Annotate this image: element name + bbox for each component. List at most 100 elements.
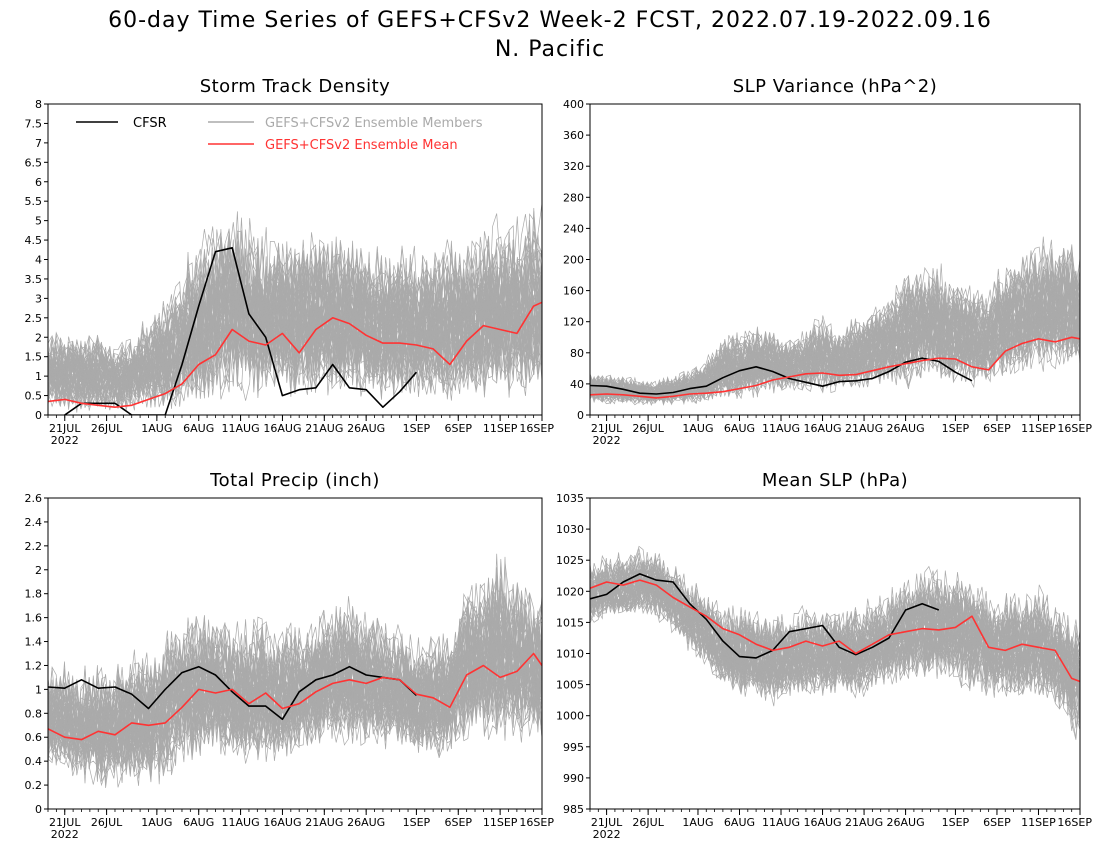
x-year-label: 2022 — [51, 828, 79, 841]
legend-cfsr-label: CFSR — [133, 116, 167, 131]
y-tick-label: 280 — [563, 191, 584, 204]
x-tick-label: 26JUL — [91, 422, 123, 435]
ensemble-members — [48, 553, 542, 788]
y-tick-label: 5.5 — [25, 195, 43, 208]
y-tick-label: 8 — [35, 98, 42, 111]
cfsr-line — [64, 247, 418, 415]
y-tick-label: 400 — [563, 98, 584, 111]
x-tick-label: 6AUG — [724, 422, 755, 435]
panel-2: SLP Variance (hPa^2) 0 40 80 120 160 200 240 280… — [563, 76, 1092, 447]
x-tick-label: 21AUG — [845, 422, 883, 435]
y-tick-label: 1015 — [556, 616, 584, 629]
x-tick-label: 21JUL — [591, 422, 623, 435]
ensemble-mean-line — [590, 579, 1080, 683]
x-tick-label: 1AUG — [141, 422, 172, 435]
y-tick-label: 2.5 — [25, 312, 43, 325]
y-tick-label: 2.2 — [25, 540, 43, 553]
y-tick-label: 40 — [570, 378, 584, 391]
x-tick-label: 6AUG — [724, 816, 755, 829]
y-tick-label: 1030 — [556, 523, 584, 536]
y-tick-label: 200 — [563, 254, 584, 267]
cfsr-series — [48, 665, 417, 721]
ensemble-member-line — [590, 574, 1080, 721]
ensemble-member-line — [48, 578, 542, 759]
ensemble-member-line — [590, 260, 1080, 400]
cfsr-series — [590, 573, 940, 659]
x-tick-label: 1SEP — [942, 816, 970, 829]
x-tick-label: 11AUG — [762, 816, 800, 829]
x-tick-label: 6AUG — [183, 422, 214, 435]
panel-1: Storm Track Density 0 0.5 1 1.5 2 2.5 3 3.5 4 4.5 5… — [25, 76, 555, 447]
x-tick-label: 26JUL — [91, 816, 123, 829]
x-tick-label: 11SEP — [483, 816, 518, 829]
y-tick-label: 1035 — [556, 492, 584, 505]
y-tick-label: 0 — [35, 803, 42, 816]
y-tick-label: 0.2 — [25, 779, 43, 792]
x-tick-label: 11AUG — [762, 422, 800, 435]
y-tick-label: 320 — [563, 160, 584, 173]
panel-title: Mean SLP (hPa) — [762, 470, 908, 491]
cfsr-line — [48, 665, 417, 721]
ensemble-member-line — [590, 580, 1080, 731]
x-tick-label: 26AUG — [887, 422, 925, 435]
ensemble-member-line — [48, 584, 542, 765]
ensemble-member-line — [590, 266, 1080, 405]
x-tick-label: 16AUG — [803, 422, 841, 435]
y-tick-label: 995 — [563, 741, 584, 754]
y-tick-label: 240 — [563, 222, 584, 235]
ensemble-member-line — [48, 236, 542, 398]
ensemble-mean-line — [48, 301, 542, 409]
figure-title-line2: N. Pacific — [495, 37, 605, 62]
figure-title-line1: 60-day Time Series of GEFS+CFSv2 Week-2 … — [108, 8, 992, 33]
y-tick-label: 1000 — [556, 710, 584, 723]
y-tick-label: 7.5 — [25, 117, 43, 130]
ensemble-member-line — [48, 270, 542, 410]
ensemble-member-line — [590, 268, 1080, 400]
y-tick-label: 3.5 — [25, 273, 43, 286]
y-tick-label: 1.8 — [25, 588, 43, 601]
x-tick-label: 6SEP — [983, 816, 1011, 829]
ensemble-member-line — [48, 587, 542, 761]
x-tick-label: 6SEP — [444, 816, 472, 829]
x-tick-label: 11SEP — [1021, 422, 1056, 435]
y-tick-label: 1005 — [556, 679, 584, 692]
y-tick-label: 0.5 — [25, 390, 43, 403]
x-tick-label: 16SEP — [519, 422, 554, 435]
x-tick-label: 21AUG — [845, 816, 883, 829]
y-tick-label: 1.6 — [25, 612, 43, 625]
x-tick-label: 21JUL — [591, 816, 623, 829]
y-tick-label: 2.4 — [25, 516, 43, 529]
y-tick-label: 360 — [563, 129, 584, 142]
x-tick-label: 16AUG — [803, 816, 841, 829]
ensemble-member-line — [48, 578, 542, 744]
ensemble-member-line — [48, 592, 542, 757]
ensemble-member-line — [590, 257, 1080, 399]
x-tick-label: 21JUL — [49, 422, 81, 435]
x-tick-label: 26AUG — [347, 422, 385, 435]
ensemble-member-line — [590, 570, 1080, 700]
y-tick-label: 1025 — [556, 554, 584, 567]
ensemble-member-line — [48, 584, 542, 750]
x-tick-label: 6AUG — [183, 816, 214, 829]
y-tick-label: 4.5 — [25, 234, 43, 247]
ensemble-members — [48, 203, 542, 413]
x-tick-label: 6SEP — [444, 422, 472, 435]
ensemble-mean-line — [48, 652, 542, 741]
y-tick-label: 0 — [577, 409, 584, 422]
plot-frame — [47, 497, 543, 810]
x-tick-label: 16SEP — [519, 816, 554, 829]
ensemble-member-line — [590, 553, 1080, 697]
ensemble-member-line — [590, 570, 1080, 731]
y-tick-label: 990 — [563, 772, 584, 785]
y-tick-label: 1010 — [556, 648, 584, 661]
x-tick-label: 6SEP — [983, 422, 1011, 435]
x-year-label: 2022 — [593, 828, 621, 841]
y-tick-label: 2 — [35, 564, 42, 577]
ensemble-mean-line — [590, 336, 1080, 399]
legend-members-label: GEFS+CFSv2 Ensemble Members — [265, 116, 483, 131]
ensemble-mean-series — [590, 336, 1080, 399]
x-tick-label: 1AUG — [682, 422, 713, 435]
x-tick-label: 16SEP — [1057, 422, 1092, 435]
x-tick-label: 1SEP — [403, 422, 431, 435]
